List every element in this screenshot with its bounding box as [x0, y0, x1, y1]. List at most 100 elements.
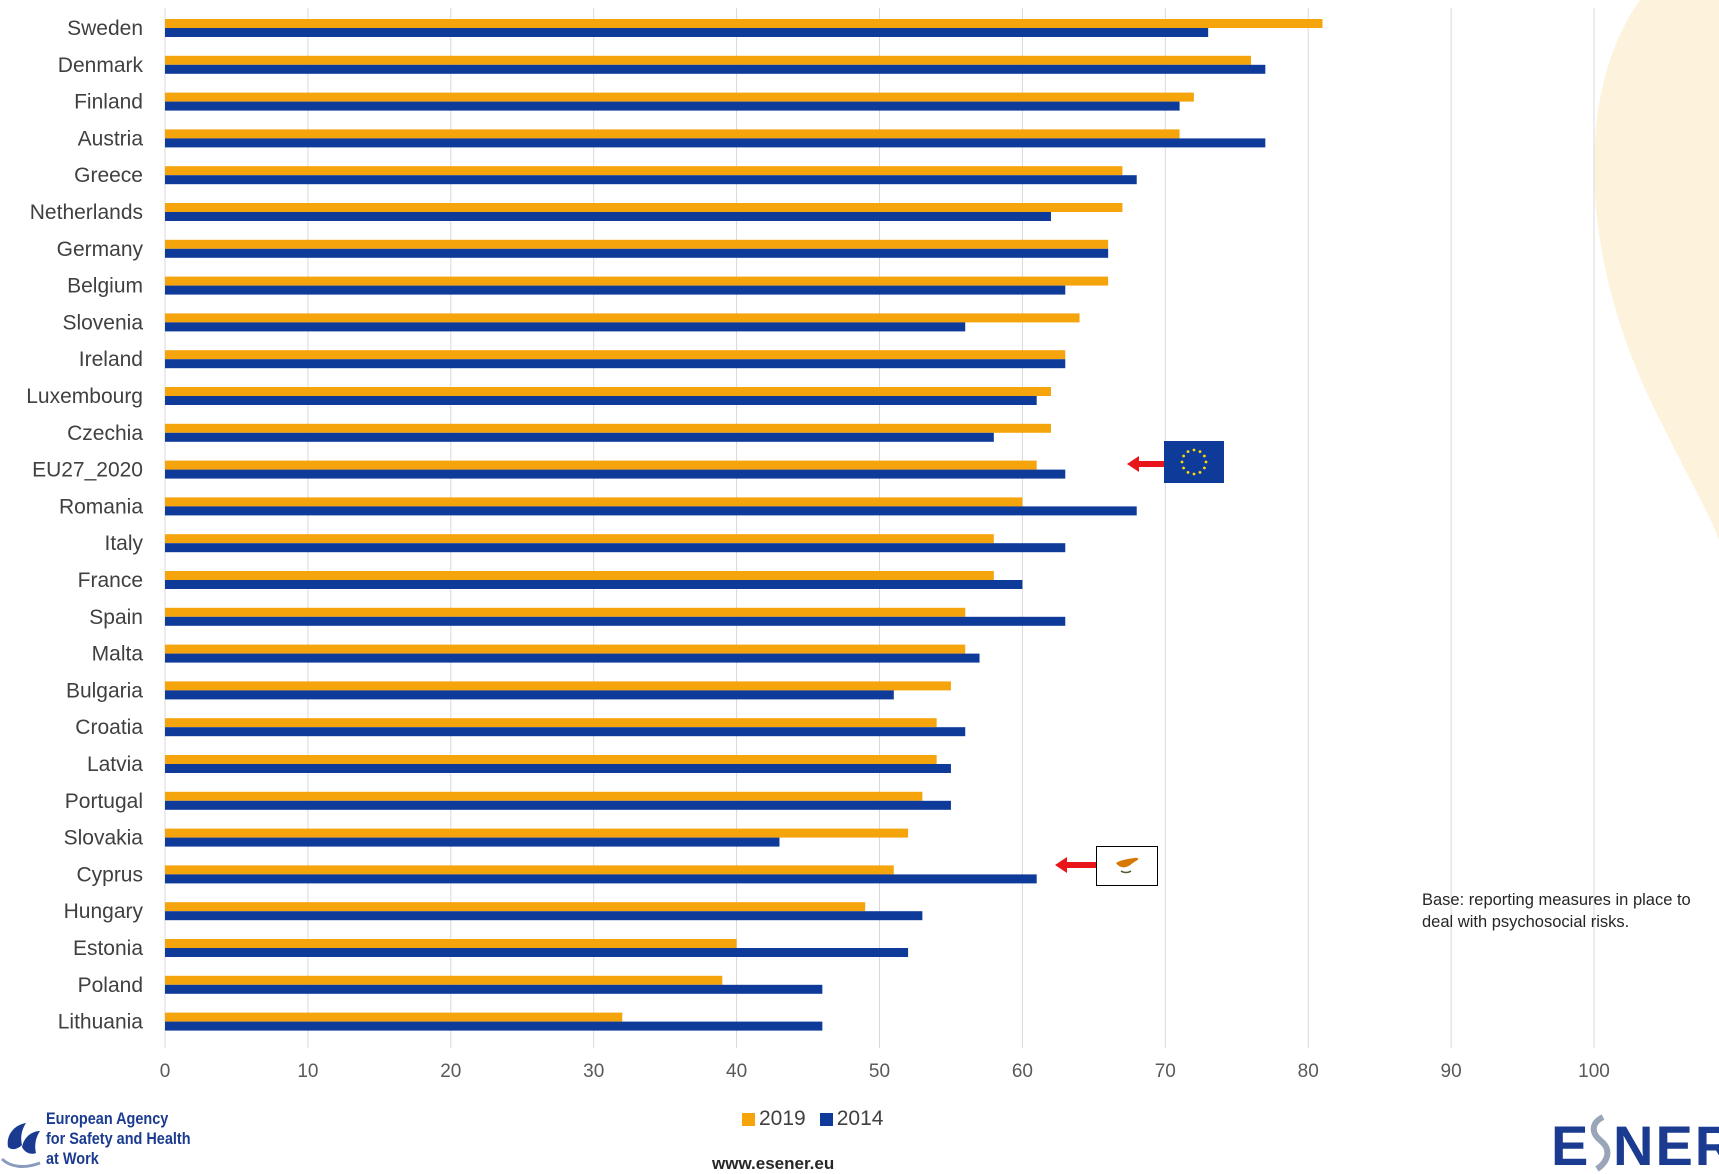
agency-mark-icon — [0, 1123, 41, 1168]
bar-2014-lithuania — [165, 1021, 823, 1031]
legend-item-2019: 2019 — [742, 1107, 806, 1131]
legend: 2019 2014 — [742, 1107, 883, 1131]
bar-2014-belgium — [165, 285, 1066, 295]
legend-item-2014: 2014 — [819, 1107, 883, 1131]
agency-name-line-2: for Safety and Health — [46, 1129, 191, 1148]
bar-2019-luxembourg — [165, 387, 1051, 396]
bar-2019-bulgaria — [165, 681, 951, 691]
bar-2014-bulgaria — [165, 690, 894, 700]
agency-logo: European Agency for Safety and Health at… — [0, 1107, 216, 1173]
red-arrow-icon — [1055, 857, 1097, 873]
x-tick-label: 0 — [160, 1061, 171, 1082]
eu-star — [1180, 460, 1184, 464]
eu-star — [1186, 450, 1190, 454]
red-arrow-icon — [1127, 456, 1165, 472]
agency-name-line-3: at Work — [46, 1149, 99, 1168]
bar-2014-malta — [165, 653, 980, 663]
bar-2014-sweden — [165, 28, 1209, 37]
bar-2014-croatia — [165, 727, 966, 737]
bar-2019-hungary — [165, 902, 866, 912]
bars — [165, 19, 1323, 1031]
x-tick-label: 30 — [583, 1061, 604, 1082]
bar-2014-portugal — [165, 800, 951, 810]
bar-2019-austria — [165, 129, 1180, 139]
bar-2019-denmark — [165, 55, 1252, 65]
bar-2014-hungary — [165, 911, 923, 921]
eu-star — [1192, 472, 1196, 476]
bar-2014-denmark — [165, 64, 1266, 74]
bar-2014-austria — [165, 138, 1266, 148]
category-label: Estonia — [73, 937, 143, 960]
category-label: Romania — [59, 495, 143, 518]
x-tick-label: 100 — [1578, 1061, 1610, 1082]
eu-star — [1202, 466, 1206, 470]
category-label: Belgium — [67, 275, 143, 298]
agency-name-line-1: European Agency — [46, 1109, 169, 1128]
bar-2019-france — [165, 571, 994, 580]
base-note: Base: reporting measures in place to dea… — [1422, 891, 1691, 931]
category-label: Ireland — [79, 348, 143, 371]
category-label: Malta — [92, 643, 144, 666]
eu-star — [1186, 470, 1190, 474]
bar-2019-croatia — [165, 718, 937, 728]
bar-2014-slovakia — [165, 837, 780, 847]
category-label: Denmark — [58, 54, 144, 77]
legend-label-2019: 2019 — [759, 1107, 806, 1130]
bar-2014-france — [165, 580, 1023, 589]
category-label: Greece — [74, 164, 143, 187]
x-tick-label: 90 — [1441, 1061, 1462, 1082]
category-label: France — [78, 569, 143, 592]
category-label: Cyprus — [76, 863, 143, 886]
eu-star — [1182, 466, 1186, 470]
eu-flag-icon — [1164, 441, 1224, 483]
eu-star — [1182, 454, 1186, 458]
category-label: Spain — [89, 606, 143, 629]
bar-2019-belgium — [165, 276, 1109, 286]
bar-2014-netherlands — [165, 212, 1051, 221]
x-tick-label: 60 — [1012, 1061, 1033, 1082]
bar-2014-latvia — [165, 764, 951, 773]
bar-2019-germany — [165, 239, 1109, 249]
gridlines — [164, 8, 1595, 1048]
bar-2014-slovenia — [165, 322, 966, 332]
category-label: Netherlands — [30, 201, 143, 224]
bar-2019-czechia — [165, 423, 1051, 433]
x-tick-labels: 0 10 20 30 40 50 60 70 80 90 100 — [160, 1061, 1610, 1082]
bar-2019-slovakia — [165, 828, 909, 838]
legend-swatch-2019 — [742, 1112, 755, 1126]
category-label: Austria — [78, 127, 144, 150]
x-tick-label: 20 — [440, 1061, 461, 1082]
bar-2019-spain — [165, 607, 966, 617]
bar-2019-finland — [165, 92, 1194, 102]
category-label: Finland — [74, 91, 143, 114]
bar-2014-germany — [165, 248, 1109, 258]
bar-2014-poland — [165, 984, 823, 994]
agency-name: European Agency for Safety and Health at… — [46, 1109, 191, 1169]
category-label: Germany — [57, 238, 144, 261]
bar-2019-slovenia — [165, 313, 1080, 323]
svg-text:E: E — [1551, 1114, 1590, 1174]
bar-2019-malta — [165, 644, 966, 654]
bar-2019-cyprus — [165, 865, 894, 875]
category-label: EU27_2020 — [32, 459, 143, 482]
cyprus-flag-icon — [1096, 846, 1158, 886]
website-link[interactable]: www.esener.eu — [712, 1154, 835, 1173]
x-tick-label: 80 — [1298, 1061, 1319, 1082]
bar-2019-lithuania — [165, 1012, 623, 1022]
x-tick-label: 50 — [869, 1061, 890, 1082]
bar-2019-romania — [165, 497, 1023, 507]
bar-2014-eu27_2020 — [165, 469, 1066, 479]
bar-2019-eu27_2020 — [165, 460, 1037, 470]
bar-2014-greece — [165, 175, 1137, 185]
bar-2019-latvia — [165, 755, 937, 764]
category-labels: Sweden Denmark Finland Austria Greece Netherl… — [26, 17, 143, 1034]
category-label: Luxembourg — [26, 385, 143, 408]
bar-2019-estonia — [165, 939, 737, 948]
bar-2014-cyprus — [165, 874, 1037, 884]
x-tick-label: 70 — [1155, 1061, 1176, 1082]
category-label: Slovakia — [64, 827, 144, 850]
category-label: Bulgaria — [66, 679, 143, 702]
bar-2014-estonia — [165, 948, 909, 957]
category-label: Latvia — [87, 753, 143, 776]
eu-star — [1204, 460, 1208, 464]
